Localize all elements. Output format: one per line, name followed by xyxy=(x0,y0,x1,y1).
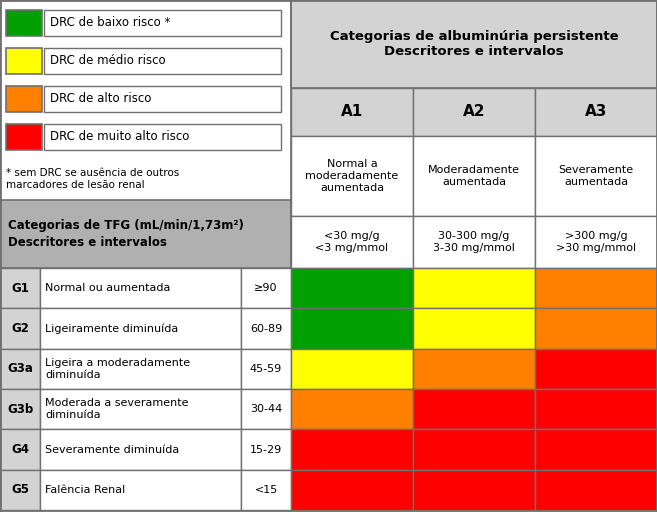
Bar xyxy=(291,430,413,470)
Text: 45-59: 45-59 xyxy=(250,364,282,374)
Bar xyxy=(241,268,291,308)
Text: Moderada a severamente
diminuída: Moderada a severamente diminuída xyxy=(45,398,189,420)
Text: A1: A1 xyxy=(341,104,363,119)
Bar xyxy=(291,88,413,136)
Bar xyxy=(6,10,42,36)
Text: G3a: G3a xyxy=(7,362,33,375)
Bar xyxy=(291,268,413,308)
Text: Normal a
moderadamente
aumentada: Normal a moderadamente aumentada xyxy=(306,159,399,193)
Bar xyxy=(6,86,42,112)
Text: DRC de muito alto risco: DRC de muito alto risco xyxy=(50,131,189,143)
Bar xyxy=(413,216,535,268)
Bar xyxy=(0,200,291,268)
Bar xyxy=(413,88,535,136)
Text: 60-89: 60-89 xyxy=(250,324,282,333)
Bar xyxy=(535,470,657,510)
Text: DRC de alto risco: DRC de alto risco xyxy=(50,93,151,105)
Bar xyxy=(6,124,42,150)
Text: Severamente diminuída: Severamente diminuída xyxy=(45,444,179,455)
Bar xyxy=(535,349,657,389)
Bar xyxy=(6,48,42,74)
Bar xyxy=(535,430,657,470)
Text: 30-44: 30-44 xyxy=(250,404,282,414)
Text: G1: G1 xyxy=(11,282,29,295)
Text: Ligeira a moderadamente
diminuída: Ligeira a moderadamente diminuída xyxy=(45,358,190,379)
Text: 30-300 mg/g
3-30 mg/mmol: 30-300 mg/g 3-30 mg/mmol xyxy=(433,231,515,253)
Bar xyxy=(40,349,241,389)
Bar xyxy=(241,430,291,470)
Bar xyxy=(535,308,657,349)
Bar xyxy=(535,136,657,216)
Bar xyxy=(291,349,413,389)
Bar xyxy=(413,268,535,308)
Text: Ligeiramente diminuída: Ligeiramente diminuída xyxy=(45,323,178,334)
Bar xyxy=(413,136,535,216)
Text: <30 mg/g
<3 mg/mmol: <30 mg/g <3 mg/mmol xyxy=(315,231,388,253)
Text: DRC de médio risco: DRC de médio risco xyxy=(50,54,166,68)
Text: * sem DRC se ausência de outros
marcadores de lesão renal: * sem DRC se ausência de outros marcador… xyxy=(6,168,179,189)
Bar xyxy=(535,389,657,430)
Text: 15-29: 15-29 xyxy=(250,444,282,455)
Bar xyxy=(0,430,40,470)
Bar xyxy=(0,349,40,389)
Text: G2: G2 xyxy=(11,322,29,335)
Bar xyxy=(291,470,413,510)
Text: <15: <15 xyxy=(254,485,278,495)
Bar xyxy=(535,88,657,136)
Bar xyxy=(40,470,241,510)
Bar xyxy=(40,389,241,430)
Bar xyxy=(291,389,413,430)
Bar xyxy=(535,268,657,308)
Bar xyxy=(40,308,241,349)
Text: Severamente
aumentada: Severamente aumentada xyxy=(558,165,633,187)
Bar xyxy=(535,216,657,268)
Text: ≥90: ≥90 xyxy=(254,283,278,293)
Bar xyxy=(0,268,40,308)
Text: G4: G4 xyxy=(11,443,29,456)
Bar xyxy=(413,470,535,510)
Bar xyxy=(40,430,241,470)
Bar xyxy=(44,10,281,36)
Text: Categorias de TFG (mL/min/1,73m²): Categorias de TFG (mL/min/1,73m²) xyxy=(8,219,244,231)
Text: DRC de baixo risco *: DRC de baixo risco * xyxy=(50,16,170,30)
Bar xyxy=(0,470,40,510)
Bar xyxy=(413,430,535,470)
Text: Moderadamente
aumentada: Moderadamente aumentada xyxy=(428,165,520,187)
Bar xyxy=(241,389,291,430)
Text: A3: A3 xyxy=(585,104,607,119)
Bar xyxy=(44,124,281,150)
Bar xyxy=(0,0,291,200)
Bar xyxy=(241,349,291,389)
Bar xyxy=(291,0,657,88)
Text: A2: A2 xyxy=(463,104,486,119)
Text: Categorias de albuminúria persistente
Descritores e intervalos: Categorias de albuminúria persistente De… xyxy=(330,30,618,58)
Bar xyxy=(0,308,40,349)
Bar xyxy=(291,216,413,268)
Bar xyxy=(291,136,413,216)
Text: G5: G5 xyxy=(11,483,29,496)
Text: Falência Renal: Falência Renal xyxy=(45,485,125,495)
Bar xyxy=(241,308,291,349)
Text: Descritores e intervalos: Descritores e intervalos xyxy=(8,237,167,249)
Text: Normal ou aumentada: Normal ou aumentada xyxy=(45,283,170,293)
Bar xyxy=(44,86,281,112)
Bar xyxy=(0,389,40,430)
Bar xyxy=(291,308,413,349)
Bar xyxy=(413,308,535,349)
Bar xyxy=(413,389,535,430)
Bar xyxy=(241,470,291,510)
Bar xyxy=(40,268,241,308)
Text: G3b: G3b xyxy=(7,402,33,416)
Bar xyxy=(413,349,535,389)
Text: >300 mg/g
>30 mg/mmol: >300 mg/g >30 mg/mmol xyxy=(556,231,636,253)
Bar xyxy=(44,48,281,74)
